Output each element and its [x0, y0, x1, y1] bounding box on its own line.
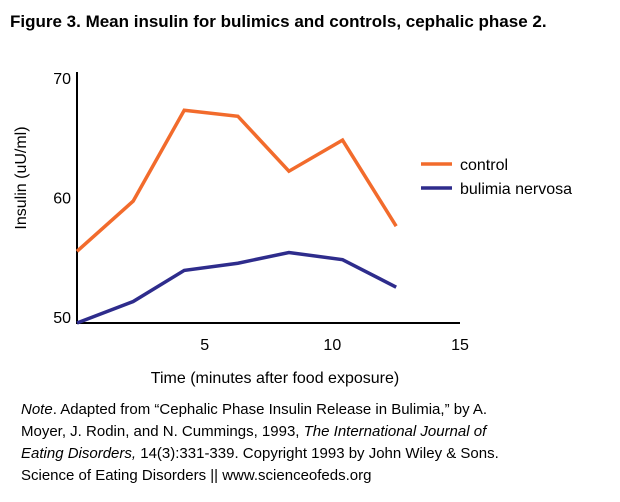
series-line: [75, 108, 398, 253]
legend-label: control: [460, 157, 508, 174]
y-tick-label: 70: [53, 71, 71, 88]
chart-series: [75, 108, 398, 325]
note-citation-start: . Adapted from “Cephalic Phase Insulin R…: [52, 401, 488, 418]
y-tick-label: 60: [53, 191, 71, 208]
note-label: Note: [21, 401, 53, 418]
chart-axes: 5 10 15 50 60 70: [53, 71, 469, 354]
note-line-1: Note. Adapted from “Cephalic Phase Insul…: [21, 399, 606, 421]
figure-title: Figure 3. Mean insulin for bulimics and …: [10, 12, 547, 31]
note-journal-part-2: Eating Disorders,: [21, 445, 137, 462]
y-axis-label: Insulin (uU/ml): [13, 126, 30, 229]
chart-legend: control bulimia nervosa: [421, 157, 572, 198]
note-authors: Moyer, J. Rodin, and N. Cummings, 1993,: [21, 423, 304, 440]
legend-label: bulimia nervosa: [460, 181, 572, 198]
note-line-2: Moyer, J. Rodin, and N. Cummings, 1993, …: [21, 421, 606, 443]
y-tick-label: 50: [53, 310, 71, 327]
x-tick-label: 5: [200, 337, 209, 354]
x-axis-label: Time (minutes after food exposure): [151, 370, 399, 387]
note-journal-part-1: The International Journal of: [303, 423, 487, 440]
line-chart: 5 10 15 50 60 70 control bulimia nervosa Time …: [13, 71, 572, 387]
note-source: Science of Eating Disorders || www.scien…: [21, 467, 372, 484]
figure-note: Note. Adapted from “Cephalic Phase Insul…: [21, 399, 606, 487]
note-line-4: Science of Eating Disorders || www.scien…: [21, 465, 606, 487]
x-tick-label: 10: [323, 337, 341, 354]
x-tick-label: 15: [451, 337, 469, 354]
note-copyright: 14(3):331-339. Copyright 1993 by John Wi…: [136, 445, 499, 462]
note-line-3: Eating Disorders, 14(3):331-339. Copyrig…: [21, 443, 606, 465]
series-line: [76, 250, 397, 325]
